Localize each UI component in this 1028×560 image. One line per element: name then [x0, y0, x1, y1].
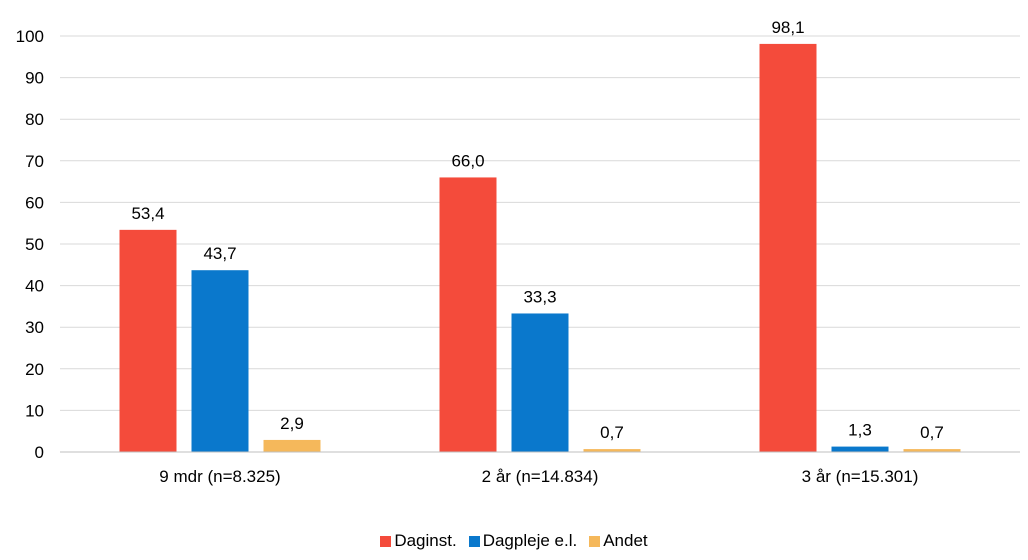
y-tick-label: 30: [25, 318, 44, 337]
x-tick-label: 2 år (n=14.834): [482, 467, 599, 486]
bar: [903, 449, 961, 452]
x-tick-label: 9 mdr (n=8.325): [159, 467, 280, 486]
bar: [191, 270, 249, 452]
bar: [583, 449, 641, 452]
y-tick-label: 90: [25, 69, 44, 88]
y-tick-label: 70: [25, 152, 44, 171]
data-label: 0,7: [600, 423, 624, 442]
legend-label: Daginst.: [394, 531, 457, 550]
legend-item: Andet: [589, 531, 648, 551]
legend-item: Daginst.: [380, 531, 457, 551]
y-tick-label: 0: [35, 443, 44, 462]
legend-swatch: [468, 535, 480, 547]
data-label: 1,3: [848, 421, 872, 440]
data-label: 66,0: [451, 151, 484, 170]
data-label: 43,7: [203, 244, 236, 263]
data-label: 33,3: [523, 287, 556, 306]
legend: Daginst. Dagpleje e.l. Andet: [0, 531, 1028, 551]
data-label: 0,7: [920, 423, 944, 442]
bar: [439, 177, 497, 452]
x-tick-label: 3 år (n=15.301): [802, 467, 919, 486]
legend-item: Dagpleje e.l.: [468, 531, 578, 551]
bar: [511, 313, 569, 452]
y-tick-label: 20: [25, 360, 44, 379]
legend-label: Dagpleje e.l.: [482, 531, 578, 550]
bar: [119, 229, 177, 452]
y-tick-label: 80: [25, 110, 44, 129]
legend-label: Andet: [603, 531, 648, 550]
bar: [831, 446, 889, 452]
y-tick-label: 60: [25, 193, 44, 212]
y-tick-label: 50: [25, 235, 44, 254]
data-label: 2,9: [280, 414, 304, 433]
bar: [263, 439, 321, 452]
y-tick-label: 40: [25, 277, 44, 296]
bar-chart: 0 10 20 30 40 50 60 70 80 90 100 53,4 43,7 2,9 9 mdr (…: [16, 18, 1020, 486]
data-label: 98,1: [771, 18, 804, 37]
y-tick-label: 10: [25, 401, 44, 420]
bar: [759, 43, 817, 453]
data-label: 53,4: [131, 204, 164, 223]
y-tick-label: 100: [16, 27, 44, 46]
legend-swatch: [380, 535, 392, 547]
legend-swatch: [589, 535, 601, 547]
